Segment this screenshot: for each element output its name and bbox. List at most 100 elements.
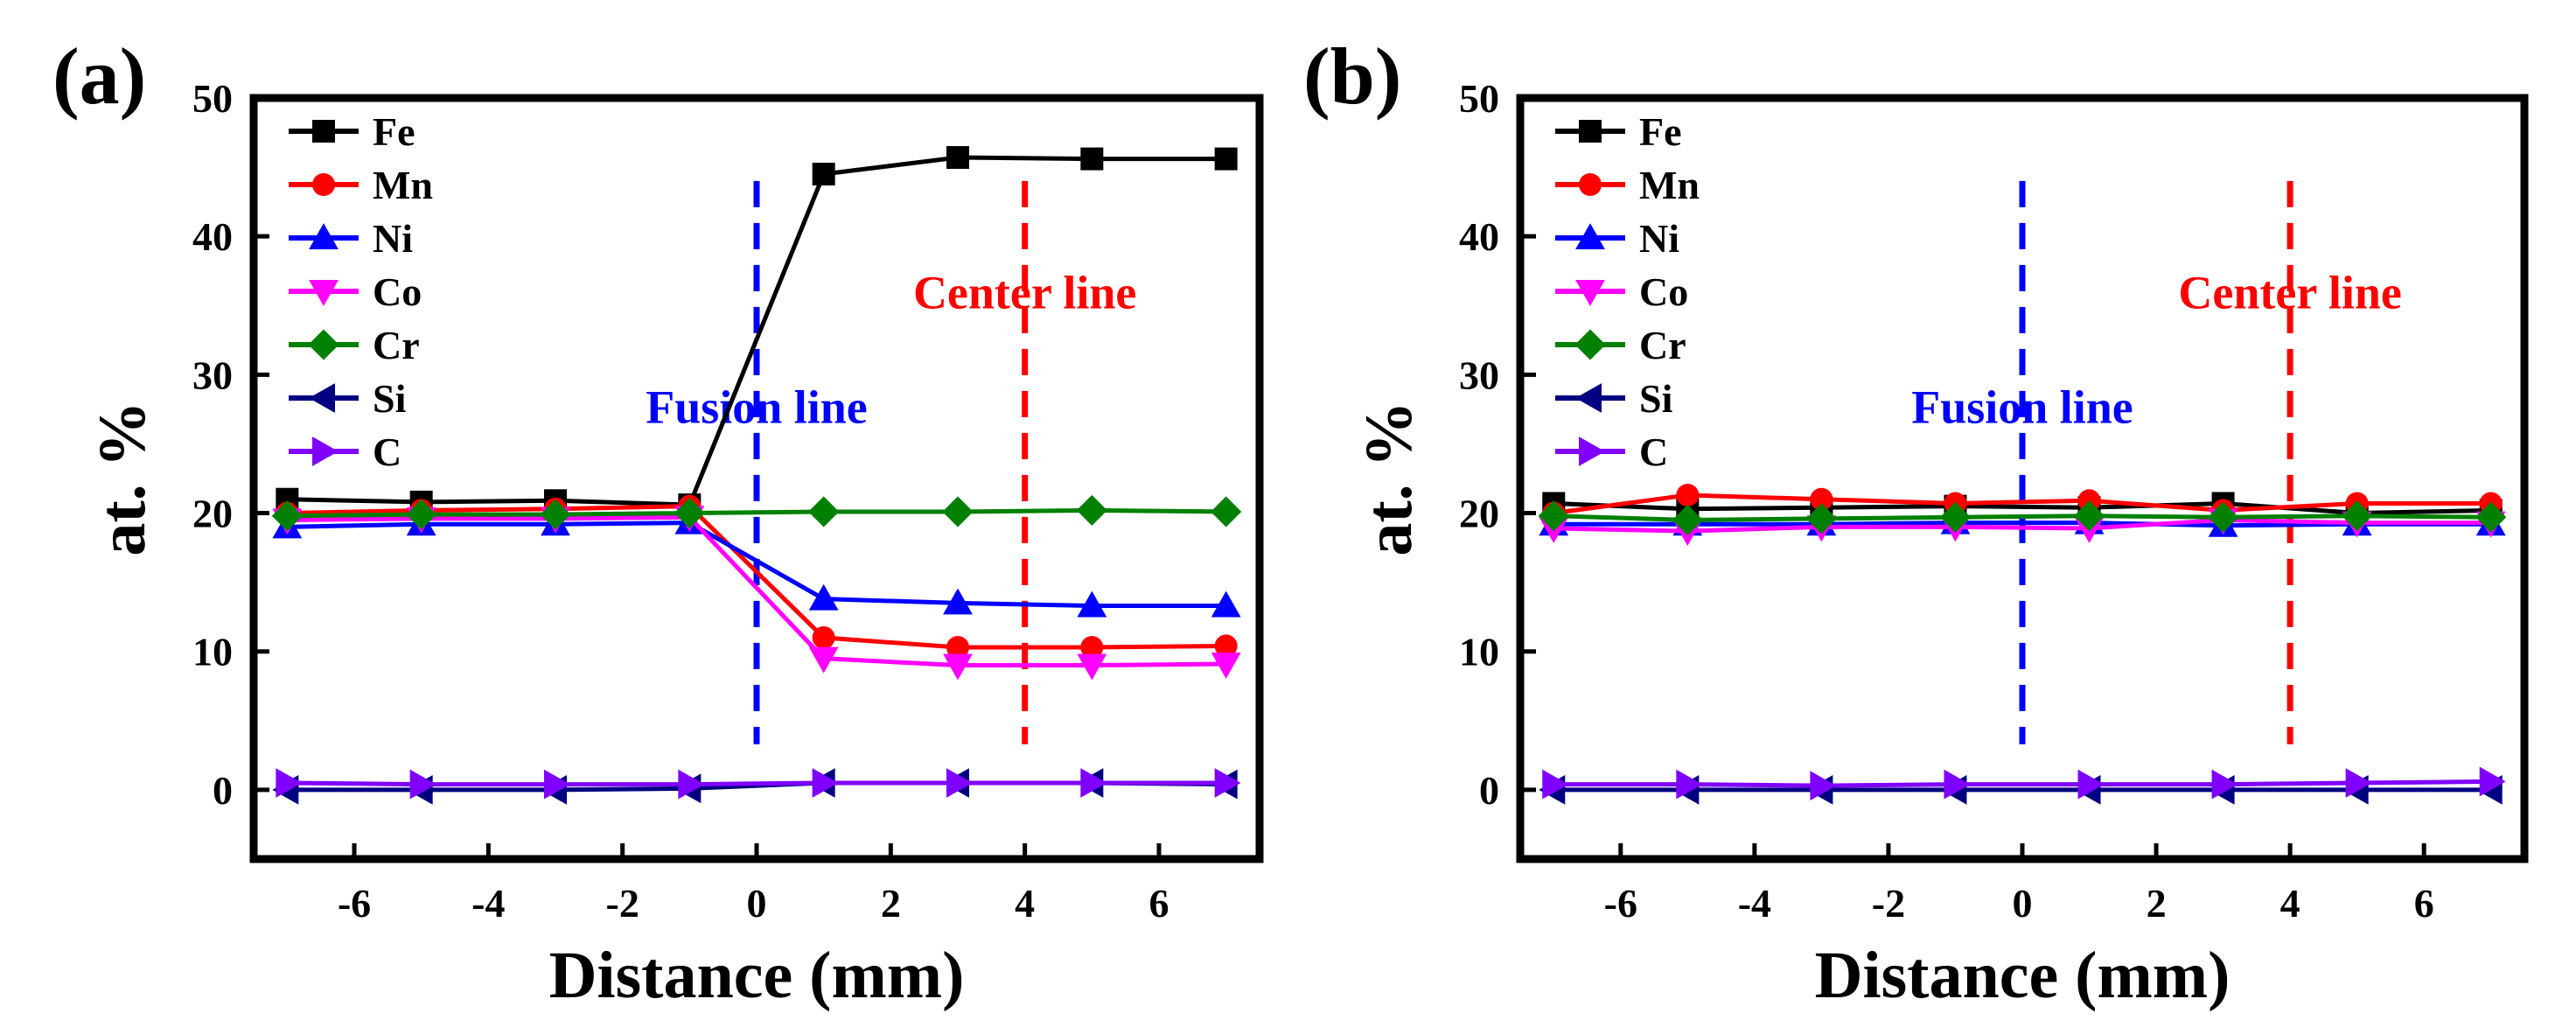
- data-point-co: [808, 646, 839, 674]
- x-tick-label: -4: [1738, 881, 1771, 926]
- x-tick-label: 2: [881, 881, 901, 926]
- data-point-mn: [1676, 483, 1700, 507]
- annotation-fusion-line: Fusion line: [1911, 381, 2133, 434]
- x-tick-label: 4: [1015, 881, 1035, 926]
- data-point-c: [276, 768, 303, 798]
- x-axis-label: Distance (mm): [549, 939, 965, 1012]
- data-point-c: [1944, 769, 1971, 800]
- data-point-ni: [808, 583, 839, 611]
- data-point-ni: [943, 588, 973, 615]
- x-tick-label: -4: [471, 881, 505, 926]
- data-point-ni: [1211, 590, 1241, 618]
- data-point-c: [544, 769, 570, 800]
- legend-marker-cr: [308, 329, 339, 360]
- x-tick-label: -2: [606, 881, 639, 926]
- series-line-cr: [1553, 514, 2491, 522]
- legend-label-cr: Cr: [373, 323, 420, 367]
- y-tick-label: 30: [1459, 353, 1499, 397]
- panel-a: (a) -6 -4 -2 0 2 4 6 0 10 20 30 40 50 Distance (mm) at…: [52, 31, 1264, 1012]
- data-point-cr: [2342, 500, 2373, 532]
- series-line-cr: [287, 507, 1226, 519]
- legend-marker-si: [309, 383, 335, 413]
- data-point-cr: [1672, 504, 1703, 536]
- legend-marker-cr: [1574, 329, 1606, 360]
- y-tick-label: 0: [1479, 768, 1499, 813]
- legend-marker-co: [309, 280, 339, 306]
- legend-label-cr: Cr: [1639, 323, 1686, 367]
- data-point-cr: [808, 496, 840, 527]
- y-tick-label: 10: [192, 630, 233, 674]
- legend-marker-c: [1579, 437, 1605, 466]
- data-point-c: [2077, 769, 2105, 800]
- legend-marker-co: [1575, 280, 1605, 306]
- data-point-cr: [1538, 500, 1569, 532]
- data-point-cr: [2475, 501, 2507, 533]
- data-point-fe: [1214, 147, 1238, 171]
- data-point-ni: [1077, 590, 1107, 618]
- data-point-mn: [812, 625, 835, 649]
- data-point-cr: [271, 500, 303, 532]
- y-tick-label: 10: [1459, 630, 1499, 674]
- legend-label-ni: Ni: [1639, 216, 1679, 261]
- y-tick-label: 20: [1459, 492, 1499, 536]
- data-point-c: [2345, 768, 2372, 798]
- data-point-cr: [540, 499, 571, 530]
- data-point-cr: [2073, 500, 2105, 532]
- data-point-fe: [812, 163, 835, 185]
- x-tick-label: -6: [338, 881, 371, 926]
- x-tick-label: -2: [1872, 881, 1905, 926]
- y-tick-label: 50: [192, 76, 233, 121]
- legend-label-co: Co: [373, 269, 422, 314]
- series-line-c: [1553, 779, 2491, 788]
- series-line-fe: [287, 155, 1226, 507]
- y-axis-label: at. %: [86, 401, 159, 555]
- x-tick-label: 0: [747, 881, 767, 926]
- data-point-fe: [946, 146, 969, 170]
- legend-marker-fe: [312, 120, 335, 143]
- legend-label-c: C: [1639, 430, 1668, 474]
- series-line-ni: [287, 520, 1226, 609]
- data-point-c: [812, 768, 839, 798]
- data-point-cr: [1076, 494, 1107, 526]
- series-line-fe: [1553, 500, 2491, 516]
- legend-label-c: C: [373, 430, 401, 474]
- y-tick-label: 30: [192, 353, 233, 397]
- series-line-c: [287, 780, 1226, 787]
- data-point-fe: [1080, 147, 1104, 171]
- series-line-mn: [1553, 493, 2491, 516]
- legend-label-fe: Fe: [373, 109, 415, 154]
- x-axis-label: Distance (mm): [1815, 939, 2230, 1012]
- data-point-cr: [942, 496, 974, 527]
- data-point-cr: [1805, 503, 1837, 534]
- data-point-c: [1214, 768, 1241, 798]
- y-tick-label: 40: [192, 214, 233, 259]
- legend-marker-mn: [312, 173, 335, 196]
- series-line-co: [1553, 517, 2491, 534]
- y-tick-label: 0: [213, 768, 233, 813]
- legend-label-mn: Mn: [1639, 163, 1700, 207]
- legend-marker-c: [312, 437, 339, 466]
- legend-label-fe: Fe: [1639, 109, 1682, 154]
- series-line-co: [287, 514, 1226, 668]
- data-point-co: [1211, 652, 1241, 679]
- annotation-fusion-line: Fusion line: [646, 381, 868, 434]
- data-point-cr: [1939, 501, 1972, 533]
- data-point-mn: [1214, 634, 1238, 658]
- panel-b: (b) -6 -4 -2 0 2 4 6 0 10 20 30 40 50 Distance (mm) at…: [1303, 31, 2529, 1012]
- panel-label: (b): [1303, 31, 1401, 121]
- data-point-c: [2479, 766, 2506, 797]
- x-tick-label: 6: [1149, 881, 1169, 926]
- data-point-co: [943, 653, 973, 681]
- legend-marker-fe: [1579, 120, 1602, 143]
- data-point-mn: [1810, 487, 1833, 511]
- x-tick-label: 2: [2147, 881, 2167, 926]
- y-tick-label: 50: [1459, 76, 1499, 121]
- data-point-cr: [674, 497, 705, 529]
- data-point-c: [678, 769, 705, 800]
- x-tick-label: 0: [2013, 881, 2033, 926]
- legend-marker-ni: [309, 223, 339, 249]
- legend-label-ni: Ni: [373, 216, 413, 261]
- data-point-c: [1810, 771, 1837, 801]
- data-point-c: [1080, 768, 1107, 798]
